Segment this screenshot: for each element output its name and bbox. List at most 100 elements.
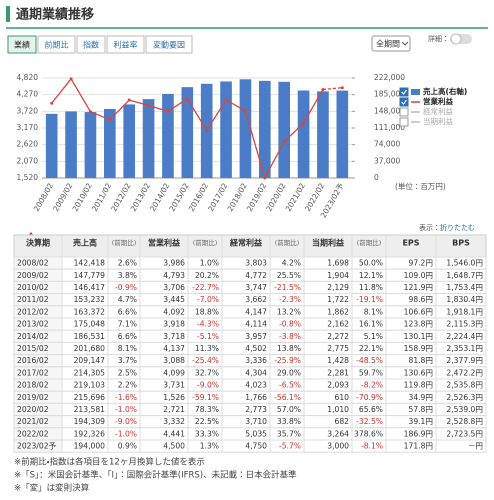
y2-tick-label: 111,000: [374, 123, 405, 132]
table-cell: 2,129: [327, 283, 349, 292]
table-cell: 2018/02: [17, 381, 49, 390]
table-cell: 1,526: [163, 393, 185, 402]
tab[interactable]: [106, 35, 145, 54]
period-select[interactable]: [371, 35, 411, 52]
table-cell: 5,035: [245, 429, 267, 438]
line-point: [340, 86, 344, 90]
table-cell: 123.8円: [404, 320, 433, 329]
y-tick-label: 4,820: [17, 73, 39, 82]
check-mark: [401, 89, 407, 95]
table-cell: 2,272: [327, 332, 349, 341]
table-cell: 3,264: [327, 429, 349, 438]
y-tick-label: 3,170: [17, 123, 39, 132]
y2-tick-label: 222,000: [374, 73, 405, 82]
table-cell: 0.9%: [118, 442, 137, 451]
table-cell: 3,000: [327, 442, 349, 451]
bar: [259, 80, 271, 178]
table-cell: -21.5%: [274, 283, 301, 292]
table-cell: 3,957: [245, 332, 267, 341]
table-cell: 2014/02: [17, 332, 49, 341]
table-cell: 2,539.0円: [446, 405, 483, 414]
table-cell: 4,023: [245, 381, 267, 390]
table-cell: -19.1%: [356, 295, 383, 304]
legend-label: 売上高(右軸): [423, 86, 467, 96]
table-cell: 1,830.4円: [446, 295, 483, 304]
table-cell: 18.8%: [195, 307, 219, 316]
y-tick-label: 1,520: [17, 173, 39, 182]
table-cell: -56.1%: [274, 393, 301, 402]
table-cell: 3,718: [163, 332, 185, 341]
bar: [220, 81, 232, 178]
table-cell: -9.0%: [115, 417, 137, 426]
tab[interactable]: [37, 35, 76, 54]
tab[interactable]: [76, 35, 106, 54]
table-cell: -2.3%: [279, 295, 301, 304]
table-cell: 2,353.1円: [446, 344, 483, 353]
legend-checkbox[interactable]: [399, 107, 409, 117]
table-header: EPS: [402, 239, 419, 248]
table-cell: -1.0%: [115, 405, 137, 414]
table-cell: 3,445: [163, 295, 185, 304]
table-cell: 610: [335, 393, 350, 402]
table-cell: 2,723.5円: [446, 429, 483, 438]
footnote: ※「S」：米国会計基準、「I」：国際会計基準(IFRS)、未記載：日本会計基準: [14, 470, 297, 481]
toggle-link[interactable]: 折りたたむ: [440, 223, 475, 232]
tab[interactable]: [145, 35, 193, 54]
legend-checkbox[interactable]: [399, 87, 409, 97]
table-cell: 158.9円: [404, 344, 433, 353]
legend-checkbox[interactable]: [399, 97, 409, 107]
table-cell: 6.6%: [118, 332, 137, 341]
table-cell: 3,332: [163, 417, 185, 426]
table-cell: 4,793: [163, 271, 185, 280]
table-cell: 2,528.8円: [446, 417, 483, 426]
table-cell: 2,535.8円: [446, 381, 483, 390]
table-cell: 1,862: [327, 307, 349, 316]
table-cell: 2017/02: [17, 368, 49, 377]
line-point: [69, 77, 73, 81]
legend-label: 経常利益: [423, 106, 453, 116]
table-cell: 3,088: [163, 356, 185, 365]
table-cell: -0.9%: [115, 283, 137, 292]
line-point: [88, 110, 92, 114]
table-cell: 2,773: [245, 405, 267, 414]
table-cell: -3.8%: [279, 332, 301, 341]
table-cell: -8.1%: [361, 442, 383, 451]
table-cell: 119.8円: [404, 381, 433, 390]
period-select-label: 全期間: [376, 39, 400, 49]
table-cell: 2020/02: [17, 405, 49, 414]
table-cell: 2008/02: [17, 259, 49, 268]
table-cell: 109.0円: [404, 271, 433, 280]
table-cell: 78.3%: [195, 405, 219, 414]
table-cell: 1,904: [327, 271, 349, 280]
table-cell: 6.6%: [118, 307, 137, 316]
table-cell: 4,304: [245, 368, 267, 377]
bar: [239, 79, 252, 178]
tab[interactable]: [7, 35, 37, 54]
table-cell: -9.0%: [197, 381, 219, 390]
table-cell: -59.1%: [192, 393, 219, 402]
table-cell: 5.1%: [364, 332, 383, 341]
y2-tick-label: 148,000: [374, 106, 405, 115]
table-cell: 11.3%: [195, 344, 219, 353]
table-cell: 1,648.7円: [446, 271, 483, 280]
table-cell: 1,766: [245, 393, 267, 402]
table-cell: 13.2%: [277, 307, 301, 316]
legend-swatch: [411, 89, 420, 95]
table-cell: 2,224.4円: [446, 332, 483, 341]
table-cell: 1,010: [327, 405, 349, 414]
legend-checkbox[interactable]: [399, 117, 409, 127]
table-cell: -22.7%: [192, 283, 219, 292]
table-cell: －円: [468, 442, 483, 451]
table-header: 決算期: [26, 238, 50, 248]
table-cell: 3,731: [163, 381, 185, 390]
table-cell: 106.6円: [404, 307, 433, 316]
y-tick-label: 3,720: [17, 106, 39, 115]
table-cell: -25.9%: [274, 356, 301, 365]
table-cell: 97.2円: [408, 259, 433, 268]
bar: [65, 111, 77, 178]
table-cell: 186,531: [74, 332, 106, 341]
table-cell: 2,472.2円: [446, 368, 483, 377]
table-cell: 3,336: [245, 356, 267, 365]
table-cell: 3.8%: [118, 271, 137, 280]
